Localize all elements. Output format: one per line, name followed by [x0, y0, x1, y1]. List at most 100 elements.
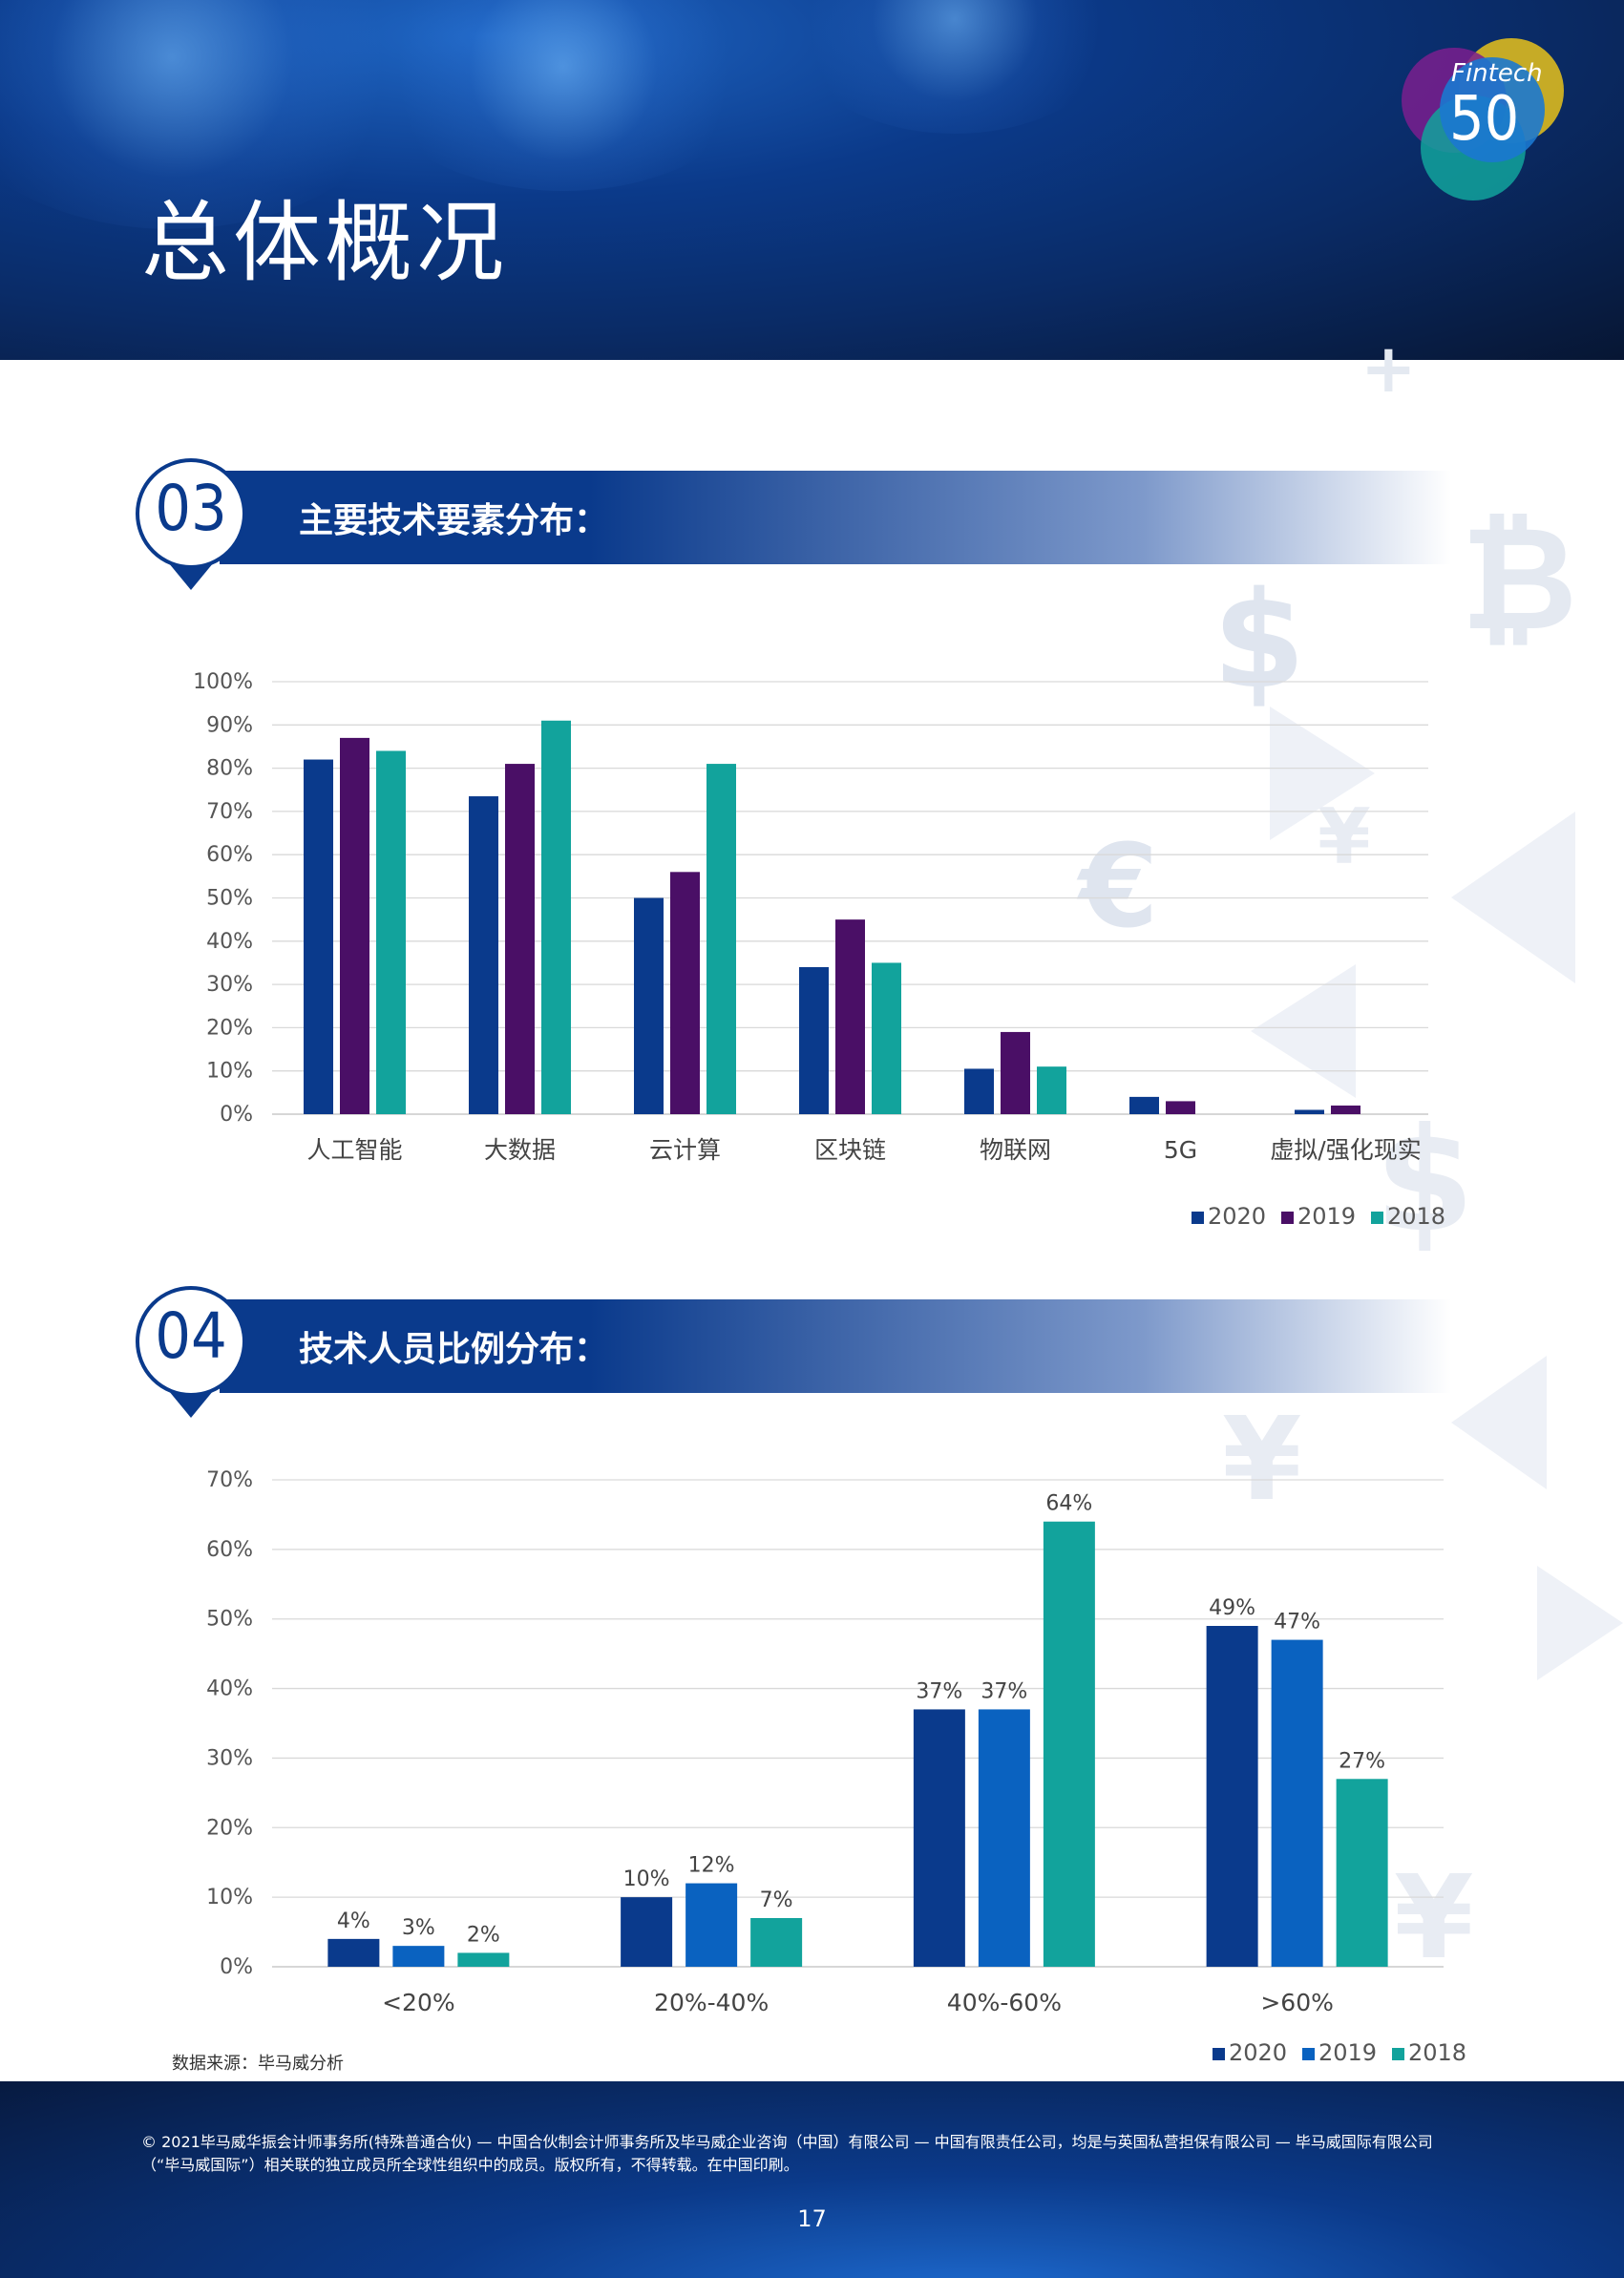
- legend-label: 2018: [1408, 2039, 1466, 2066]
- x-tick-label: 云计算: [649, 1136, 721, 1164]
- section-title: 技术人员比例分布：: [299, 1330, 609, 1369]
- copyright-line: © 2021毕马威华振会计师事务所(特殊普通合伙) — 中国合伙制会计师事务所及…: [141, 2133, 1433, 2151]
- page-footer: © 2021毕马威华振会计师事务所(特殊普通合伙) — 中国合伙制会计师事务所及…: [0, 2081, 1624, 2278]
- copyright-line: （“毕马威国际”）相关联的独立成员所全球性组织中的成员。版权所有，不得转载。在中…: [141, 2156, 799, 2174]
- legend-swatch-2018: [1371, 1212, 1383, 1224]
- triangle-decor: [1537, 1566, 1623, 1680]
- euro-symbol-decor: €: [1079, 821, 1159, 954]
- bar-2020: [1129, 1096, 1159, 1114]
- y-tick-label: 70%: [206, 800, 253, 824]
- page-header: 总体概况 Fintech 50: [0, 0, 1624, 360]
- page-number: 17: [797, 2205, 827, 2232]
- bar-2018: [707, 764, 736, 1114]
- data-label: 12%: [688, 1854, 735, 1878]
- bar-2019: [1166, 1101, 1195, 1114]
- bar-2019: [505, 764, 535, 1114]
- bar-2020: [327, 1938, 380, 1967]
- technology-distribution-chart: 0% 10% 20% 30% 40% 50% 60% 70% 80% 90% 100% 人工智能 大数据…: [193, 670, 1445, 1230]
- bar-2020: [799, 966, 829, 1114]
- bar-2018: [376, 750, 406, 1114]
- y-tick-label: 0%: [220, 1955, 253, 1979]
- x-tick-label: 物联网: [980, 1136, 1051, 1164]
- x-tick-label: 40%-60%: [947, 1989, 1062, 2016]
- data-label: 64%: [1045, 1492, 1092, 1516]
- bar-2018: [541, 720, 571, 1114]
- staff-ratio-chart: 0% 10% 20% 30% 40% 50% 60% 70% 4% 3% 2% <20% 10% 12% 7…: [206, 1468, 1466, 2066]
- bar-2020: [621, 1897, 673, 1967]
- y-tick-label: 20%: [206, 1816, 253, 1840]
- bar-2020: [469, 796, 498, 1114]
- bitcoin-symbol-decor: ₿: [1461, 496, 1578, 663]
- section-title: 主要技术要素分布：: [299, 501, 609, 540]
- legend-swatch-2019: [1302, 2048, 1315, 2060]
- dollar-symbol-decor: $: [1213, 563, 1306, 719]
- y-tick-label: 50%: [206, 887, 253, 911]
- logo-text: Fintech: [1451, 59, 1543, 88]
- y-tick-label: 10%: [206, 1886, 253, 1909]
- y-tick-label: 90%: [206, 713, 253, 737]
- data-label: 3%: [402, 1916, 435, 1940]
- section-band: [220, 471, 1451, 564]
- page-title: 总体概况: [141, 192, 509, 294]
- bar-2018: [750, 1918, 803, 1967]
- y-tick-label: 20%: [206, 1016, 253, 1040]
- bar-2018: [1043, 1521, 1095, 1967]
- bar-2019: [392, 1946, 445, 1967]
- y-tick-label: 80%: [206, 757, 253, 781]
- data-label: 37%: [981, 1679, 1027, 1703]
- y-tick-label: 40%: [206, 1677, 253, 1701]
- data-label: 27%: [1339, 1749, 1385, 1773]
- y-tick-label: 30%: [206, 973, 253, 997]
- section-number-badge: 04: [136, 1286, 246, 1418]
- bar-2018: [872, 962, 901, 1114]
- data-label: 10%: [623, 1867, 670, 1891]
- y-tick-label: 60%: [206, 1538, 253, 1562]
- x-tick-label: 20%-40%: [654, 1989, 769, 2016]
- y-tick-label: 70%: [206, 1468, 253, 1492]
- triangle-decor: [1451, 1356, 1547, 1489]
- bar-2018: [457, 1952, 510, 1967]
- data-source: 数据来源：毕马威分析: [172, 2054, 344, 2074]
- bar-2019: [1001, 1031, 1030, 1114]
- y-tick-label: 50%: [206, 1608, 253, 1632]
- x-tick-label: 虚拟/强化现实: [1270, 1136, 1421, 1164]
- triangle-decor: [1270, 707, 1375, 840]
- bar-2020: [913, 1709, 965, 1967]
- bar-2019: [835, 919, 865, 1114]
- bar-2020: [964, 1068, 994, 1114]
- legend-label: 2020: [1208, 1203, 1266, 1230]
- bar-2020: [1206, 1626, 1258, 1967]
- data-label: 2%: [467, 1923, 500, 1947]
- bar-2018: [1336, 1779, 1388, 1967]
- section-number-badge: 03: [136, 458, 246, 590]
- yen-symbol-decor: ¥: [1394, 1852, 1474, 1985]
- bar-2020: [304, 759, 333, 1114]
- legend-swatch-2020: [1192, 1212, 1204, 1224]
- bar-2019: [978, 1709, 1030, 1967]
- triangle-decor: [1451, 812, 1575, 983]
- bar-2019: [1331, 1105, 1360, 1114]
- y-tick-label: 30%: [206, 1746, 253, 1770]
- bar-2019: [685, 1883, 738, 1967]
- fintech50-logo: Fintech 50: [1402, 38, 1573, 210]
- y-tick-label: 100%: [193, 670, 253, 694]
- plus-symbol-decor: +: [1360, 329, 1417, 408]
- bar-2019: [340, 737, 369, 1114]
- bar-2019: [1271, 1639, 1323, 1967]
- x-tick-label: >60%: [1260, 1989, 1334, 2016]
- yen-symbol-decor: ¥: [1222, 1394, 1302, 1527]
- x-tick-label: 人工智能: [306, 1136, 402, 1164]
- x-tick-label: 5G: [1164, 1136, 1197, 1164]
- legend-label: 2018: [1387, 1203, 1445, 1230]
- data-label: 37%: [916, 1679, 962, 1703]
- y-tick-label: 10%: [206, 1060, 253, 1084]
- header-glow: [363, 0, 764, 191]
- data-label: 7%: [760, 1888, 793, 1912]
- legend-swatch-2018: [1392, 2048, 1404, 2060]
- logo-number: 50: [1449, 84, 1520, 155]
- legend-label: 2019: [1297, 1203, 1356, 1230]
- section-number: 03: [155, 472, 227, 545]
- bar-2019: [670, 872, 700, 1114]
- data-label: 4%: [337, 1909, 370, 1933]
- data-label: 47%: [1274, 1611, 1320, 1635]
